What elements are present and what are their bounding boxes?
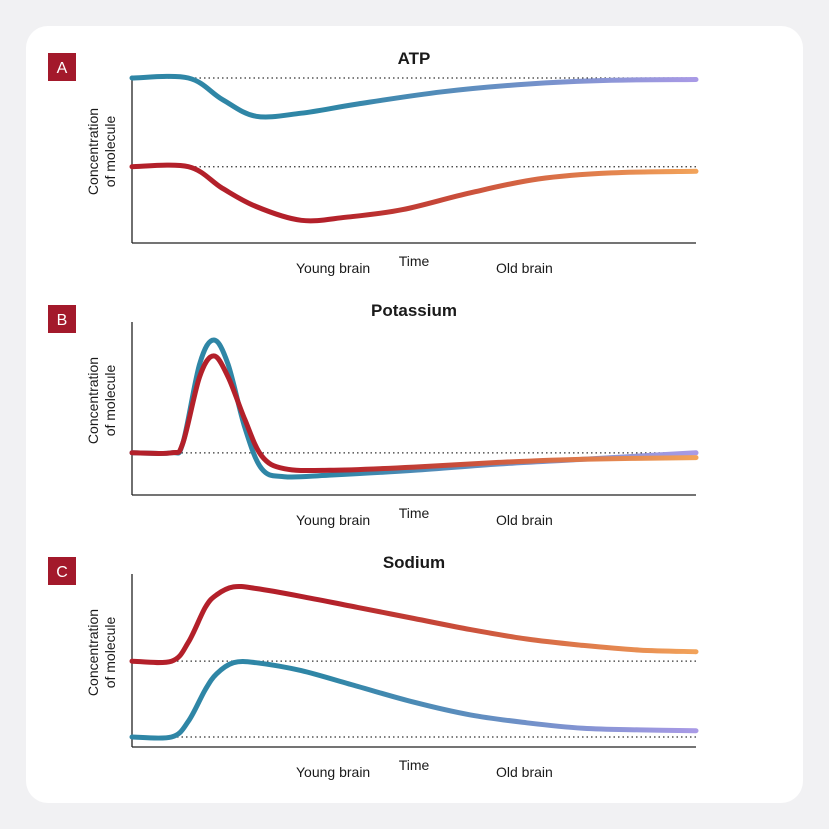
legend-item-young-brain: Young brain — [263, 512, 370, 528]
legend-label: Young brain — [296, 512, 370, 528]
figure-card: A ATP Concentrationof molecule Time Young br… — [26, 26, 803, 803]
legend: Young brain Old brain — [263, 764, 553, 780]
series-line-old-brain — [129, 162, 699, 224]
x-axis-label: Time — [399, 505, 430, 521]
legend-label: Old brain — [496, 512, 553, 528]
x-axis-label: Time — [399, 253, 430, 269]
legend-item-old-brain: Old brain — [463, 512, 553, 528]
legend-label: Old brain — [496, 764, 553, 780]
series-line-young-brain — [129, 659, 699, 741]
series-line-young-brain — [129, 73, 699, 120]
series-line-old-brain — [129, 583, 699, 666]
chart-title: Sodium — [383, 553, 445, 572]
legend: Young brain Old brain — [263, 512, 553, 528]
panel-badge: A — [48, 53, 76, 81]
legend-item-old-brain: Old brain — [463, 260, 553, 276]
legend: Young brain Old brain — [263, 260, 553, 276]
x-axis-label: Time — [399, 757, 430, 773]
series-line-old-brain — [129, 353, 699, 474]
y-axis-label: Concentrationof molecule — [85, 357, 118, 444]
panel-badge: B — [48, 305, 76, 333]
legend-item-young-brain: Young brain — [263, 764, 370, 780]
legend-item-young-brain: Young brain — [263, 260, 370, 276]
chart-title: Potassium — [371, 301, 457, 320]
chart-title: ATP — [398, 49, 431, 68]
legend-label: Young brain — [296, 260, 370, 276]
y-axis-label: Concentrationof molecule — [85, 108, 118, 195]
y-axis-label: Concentrationof molecule — [85, 609, 118, 696]
panel-label: B — [57, 312, 68, 329]
panel-label: A — [57, 60, 68, 77]
legend-item-old-brain: Old brain — [463, 764, 553, 780]
legend-label: Young brain — [296, 764, 370, 780]
panel-label: C — [56, 564, 68, 581]
panel-badge: C — [48, 557, 76, 585]
legend-label: Old brain — [496, 260, 553, 276]
